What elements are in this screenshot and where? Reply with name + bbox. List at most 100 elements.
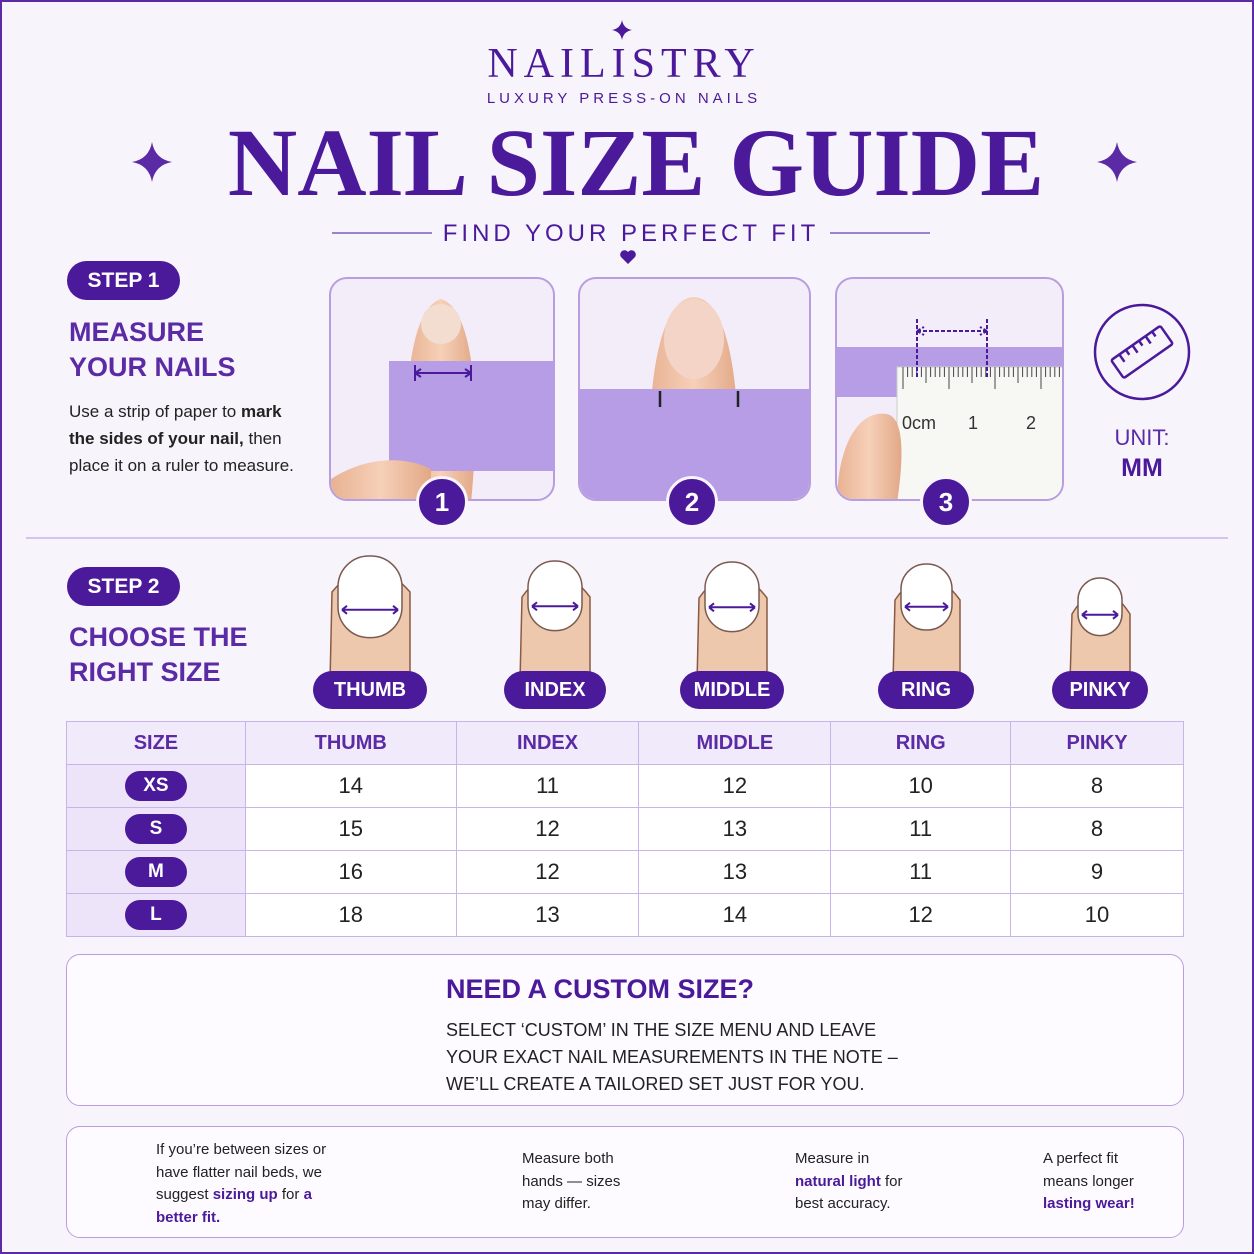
size-value: 12 — [638, 764, 832, 808]
header-cell: RING — [830, 721, 1012, 765]
brand-name: NAILISTRY — [487, 41, 761, 87]
size-value: 10 — [830, 764, 1012, 808]
photo — [329, 277, 555, 501]
finger-illustration — [329, 555, 411, 683]
heading-line: MEASURE — [69, 317, 205, 347]
emphasis: natural light — [795, 1172, 881, 1190]
photo-number: 3 — [920, 476, 972, 528]
size-value: 12 — [830, 893, 1012, 937]
title: NAIL SIZE GUIDE — [227, 109, 1045, 216]
photo: 0cm 1 2 — [835, 277, 1064, 501]
text: Measure in — [795, 1150, 870, 1167]
header-cell: PINKY — [1010, 721, 1184, 765]
ruler-label: 1 — [968, 413, 978, 433]
text: then place it on a ruler to measure. — [69, 429, 294, 475]
size-value: 10 — [1010, 893, 1184, 937]
finger-label: MIDDLE — [680, 671, 784, 709]
header-cell: INDEX — [455, 721, 640, 765]
step-heading: MEASURE YOUR NAILS — [69, 315, 236, 385]
ruler-label: 0cm — [902, 413, 936, 433]
tips-box — [66, 1126, 1184, 1238]
size-value: 14 — [244, 764, 457, 808]
header-cell: THUMB — [244, 721, 457, 765]
photo-number: 1 — [416, 476, 468, 528]
size-badge: L — [124, 900, 187, 930]
subtitle: FIND YOUR PERFECT FIT — [442, 220, 820, 247]
table-header: SIZE THUMB INDEX MIDDLE RING PINKY — [66, 721, 1184, 765]
emphasis: sizing up — [212, 1186, 278, 1203]
ruler-label: 2 — [1026, 413, 1036, 433]
size-badge: S — [124, 814, 187, 844]
unit-label: UNIT: — [1114, 425, 1170, 450]
heading-line: RIGHT SIZE — [69, 657, 221, 687]
size-value: 8 — [1010, 764, 1184, 808]
photo — [578, 277, 811, 501]
tip: Measure in natural light for best accura… — [795, 1148, 920, 1216]
table-row: S 15 12 13 11 8 — [66, 807, 1184, 851]
custom-line: WE’LL CREATE A TAILORED SET JUST FOR YOU… — [446, 1074, 865, 1094]
size-cell: L — [66, 893, 246, 937]
size-value: 16 — [244, 850, 457, 894]
heading-line: CHOOSE THE — [69, 622, 248, 652]
text: A perfect fit means longer — [1043, 1150, 1134, 1190]
size-value: 8 — [1010, 807, 1184, 851]
text: for — [277, 1186, 304, 1203]
unit-value: MM — [1121, 454, 1163, 482]
finger-label: INDEX — [504, 671, 606, 709]
finger-label: PINKY — [1052, 671, 1148, 709]
brand-tagline: LUXURY PRESS-ON NAILS — [486, 90, 762, 107]
finger-illustration — [696, 561, 768, 683]
finger — [328, 552, 412, 683]
header-cell: MIDDLE — [638, 721, 832, 765]
size-value: 11 — [830, 850, 1012, 894]
step-badge: STEP 1 — [67, 261, 180, 300]
size-value: 9 — [1010, 850, 1184, 894]
finger — [518, 557, 592, 683]
size-cell: S — [66, 807, 246, 851]
text: If you’re between sizes or have flatter … — [156, 1141, 327, 1203]
table-row: L 18 13 14 12 10 — [66, 893, 1184, 937]
step-badge: STEP 2 — [67, 567, 180, 606]
finger-illustration — [519, 560, 591, 683]
step-text: Use a strip of paper to mark the sides o… — [69, 398, 307, 479]
finger-label: RING — [878, 671, 974, 709]
size-badge: XS — [124, 771, 187, 801]
table-row: M 16 12 13 11 9 — [66, 850, 1184, 894]
custom-heading: NEED A CUSTOM SIZE? — [446, 974, 755, 1004]
table-row: XS 14 11 12 10 8 — [66, 764, 1184, 808]
finger — [695, 558, 769, 683]
finger-illustration — [891, 563, 961, 683]
size-value: 12 — [455, 850, 640, 894]
text: Measure both hands — sizes may differ. — [522, 1150, 621, 1212]
heading-line: YOUR NAILS — [69, 352, 236, 382]
tip: A perfect fit means longer lasting wear! — [1043, 1148, 1153, 1216]
custom-text: SELECT ‘CUSTOM’ IN THE SIZE MENU AND LEA… — [446, 1017, 898, 1098]
emphasis: mark the sides of your nail, — [69, 402, 282, 448]
finger-label: THUMB — [313, 671, 427, 709]
finger — [891, 560, 962, 683]
size-cell: M — [66, 850, 246, 894]
text: for best accuracy. — [795, 1172, 903, 1213]
size-cell: XS — [66, 764, 246, 808]
custom-box — [66, 954, 1184, 1106]
size-value: 13 — [638, 850, 832, 894]
header-cell: SIZE — [66, 721, 246, 765]
size-value: 13 — [455, 893, 640, 937]
custom-line: SELECT ‘CUSTOM’ IN THE SIZE MENU AND LEA… — [446, 1020, 877, 1040]
size-value: 18 — [244, 893, 457, 937]
size-table: SIZE THUMB INDEX MIDDLE RING PINKY XS 14 11 12 10 8… — [66, 721, 1184, 937]
emphasis: a better fit. — [156, 1186, 312, 1226]
size-value: 12 — [455, 807, 640, 851]
tip: If you’re between sizes or have flatter … — [156, 1139, 341, 1229]
text: Use a strip of paper to — [69, 402, 241, 421]
size-value: 15 — [244, 807, 457, 851]
finger — [1068, 574, 1132, 683]
step-heading: CHOOSE THE RIGHT SIZE — [69, 620, 248, 690]
size-value: 11 — [830, 807, 1012, 851]
custom-line: YOUR EXACT NAIL MEASUREMENTS IN THE NOTE… — [446, 1047, 898, 1067]
finger-illustration — [1069, 577, 1131, 683]
size-value: 11 — [455, 764, 640, 808]
size-badge: M — [124, 857, 187, 887]
size-value: 14 — [638, 893, 832, 937]
